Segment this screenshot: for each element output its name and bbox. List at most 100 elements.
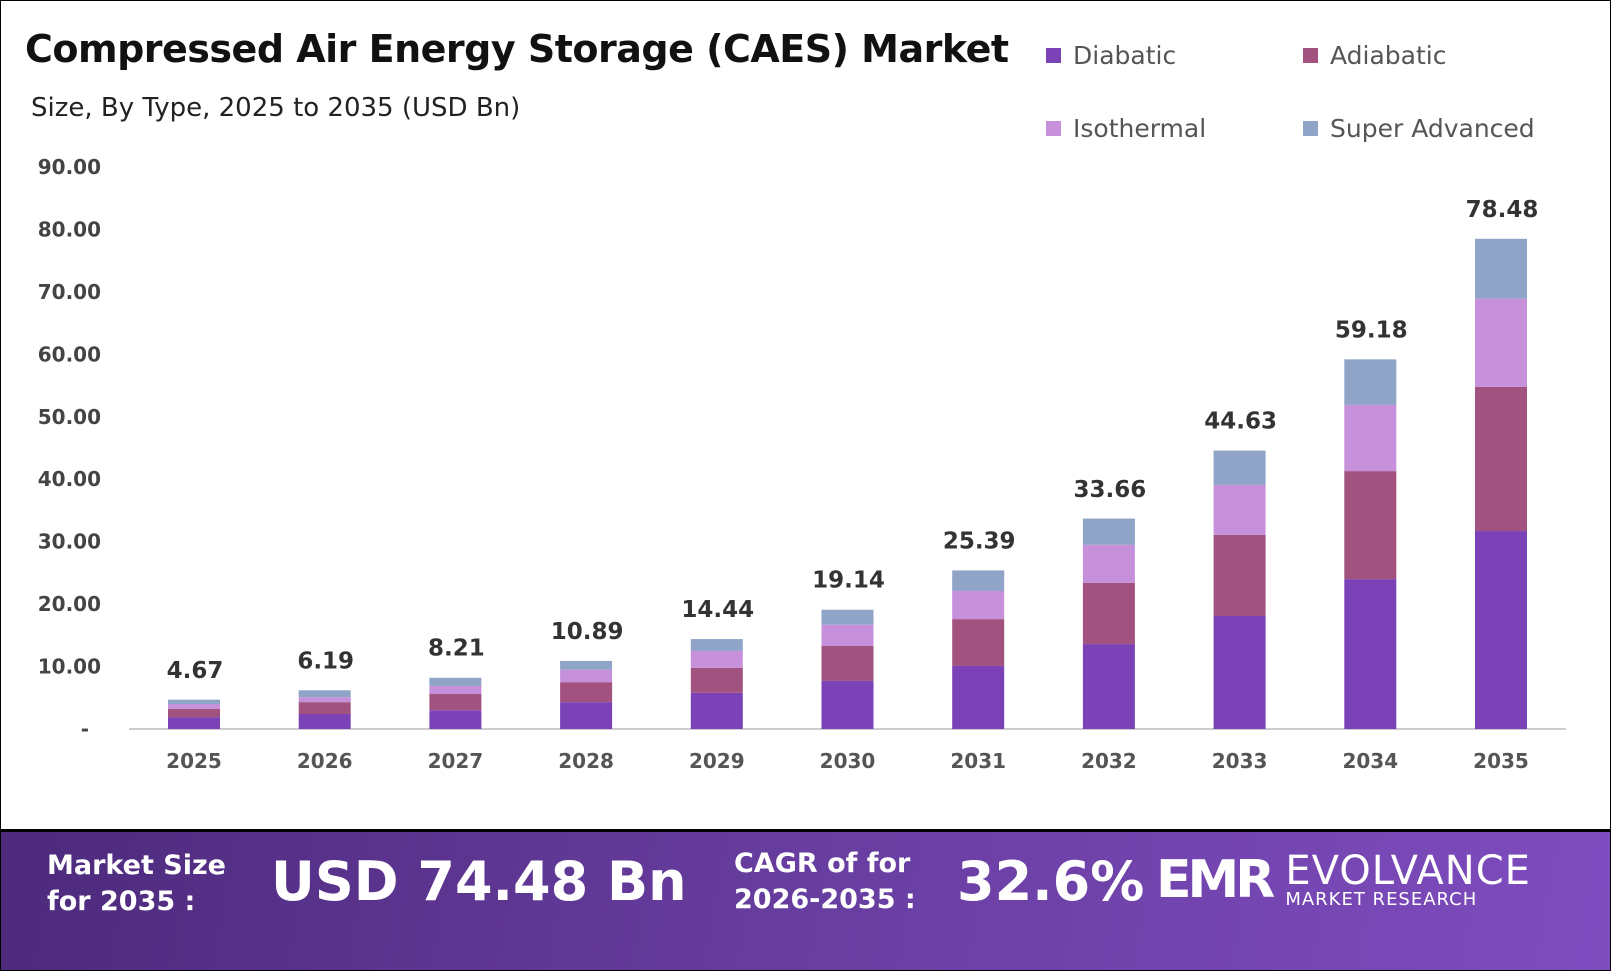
x-tick-label: 2035 [1473,749,1529,773]
bar-segment-super-advanced [168,699,220,705]
bar-segment-super-advanced [298,690,351,698]
legend-swatch [1303,48,1318,63]
bar-segment-diabatic [560,702,613,729]
legend-swatch [1046,121,1061,136]
market-size-label-line2: for 2035 : [47,886,196,917]
x-tick-label: 2031 [950,749,1006,773]
bar-segment-adiabatic [1344,471,1397,580]
bar-segment-diabatic [429,710,482,729]
cagr-label-line1: CAGR of for [734,848,911,879]
legend-item-diabatic: Diabatic [1046,41,1176,70]
bar-segment-adiabatic [690,667,743,693]
y-tick-label: 20.00 [38,592,101,616]
footer-banner: Market Size for 2035 : USD 74.48 Bn CAGR… [1,829,1610,970]
bar-segment-diabatic [821,680,874,729]
cagr-value: 32.6% [957,850,1145,913]
total-label: 6.19 [297,648,354,674]
bar-segment-adiabatic [168,709,220,718]
chart-subtitle: Size, By Type, 2025 to 2035 (USD Bn) [31,93,521,123]
legend-item-super-advanced: Super Advanced [1303,114,1535,143]
x-tick-label: 2030 [820,749,876,773]
bar-segment-adiabatic [298,702,351,715]
bar-segment-diabatic [690,692,743,729]
cagr-label-line2: 2026-2035 : [734,884,916,915]
legend-item-adiabatic: Adiabatic [1303,41,1446,70]
total-label: 59.18 [1335,317,1408,343]
bar-segment-super-advanced [1475,238,1527,299]
total-label: 8.21 [428,636,485,662]
y-tick-label: 60.00 [38,342,101,366]
bar-segment-isothermal [168,704,220,710]
bar-segment-super-advanced [429,677,482,686]
bar-segment-isothermal [1082,544,1135,583]
bar-segment-adiabatic [429,694,482,711]
bar-segment-adiabatic [1475,386,1527,532]
x-tick-label: 2028 [558,749,614,773]
x-tick-label: 2026 [297,749,353,773]
bar-segment-isothermal [690,650,743,668]
logo-name: EVOLVANCE [1285,848,1531,894]
total-label: 4.67 [167,658,224,684]
bar-segment-super-advanced [952,570,1005,591]
bar-segment-isothermal [1344,404,1397,472]
logo-mark: EMR [1156,850,1275,910]
total-label: 78.48 [1466,197,1539,223]
total-label: 33.66 [1074,477,1147,503]
y-tick-label: 70.00 [38,280,101,304]
bar-segment-super-advanced [1213,450,1266,485]
x-tick-label: 2025 [166,749,222,773]
total-label: 44.63 [1204,408,1277,434]
bar-segment-diabatic [1082,644,1135,729]
bar-segment-super-advanced [821,609,874,625]
bar-segment-diabatic [1344,579,1397,729]
bar-segment-adiabatic [821,645,874,681]
x-tick-label: 2034 [1342,749,1398,773]
bar-segment-super-advanced [690,639,743,651]
legend-item-isothermal: Isothermal [1046,114,1206,143]
legend-label: Diabatic [1073,41,1177,70]
y-tick-label: 40.00 [38,467,101,491]
total-label: 19.14 [812,567,885,593]
bar-segment-isothermal [1213,484,1266,535]
bar-segment-isothermal [952,590,1005,620]
total-label: 14.44 [681,597,754,623]
logo-subtitle: MARKET RESEARCH [1285,889,1478,910]
bar-segment-adiabatic [560,682,613,703]
bar-segment-super-advanced [560,660,613,670]
y-tick-label: 80.00 [38,217,101,241]
bar-segment-diabatic [952,665,1005,729]
cagr-label: CAGR of for 2026-2035 : [734,846,916,918]
bar-segment-isothermal [298,697,351,703]
bar-segment-isothermal [560,669,613,683]
total-label: 10.89 [551,619,624,645]
y-tick-label: 10.00 [38,655,101,679]
legend-label: Isothermal [1073,114,1207,143]
bar-segment-diabatic [1213,615,1266,729]
bar-segment-isothermal [821,624,874,646]
legend-swatch [1303,121,1318,136]
market-size-label: Market Size for 2035 : [47,848,226,920]
bar-segment-diabatic [1475,531,1527,729]
y-tick-label: - [81,717,89,741]
x-tick-label: 2032 [1081,749,1137,773]
legend-label: Adiabatic [1330,41,1447,70]
y-tick-label: 30.00 [38,530,101,554]
y-tick-label: 90.00 [38,155,101,179]
bar-segment-adiabatic [1082,582,1135,645]
legend-label: Super Advanced [1330,114,1535,143]
x-tick-label: 2033 [1212,749,1268,773]
x-tick-label: 2027 [428,749,484,773]
legend-swatch [1046,48,1061,63]
bar-segment-super-advanced [1344,359,1397,405]
chart-title: Compressed Air Energy Storage (CAES) Mar… [25,27,1009,71]
total-label: 25.39 [943,528,1016,554]
bar-segment-diabatic [298,714,351,729]
x-tick-label: 2029 [689,749,745,773]
market-size-value: USD 74.48 Bn [271,850,687,913]
market-size-label-line1: Market Size [47,850,226,881]
evolvance-logo: EMR EVOLVANCE MARKET RESEARCH [1156,850,1531,910]
bar-segment-adiabatic [952,619,1005,666]
plot-area: - 10.00 20.00 30.00 40.00 50.00 60.00 70.00 80.0… [38,155,1566,773]
bar-segment-isothermal [1475,298,1527,387]
